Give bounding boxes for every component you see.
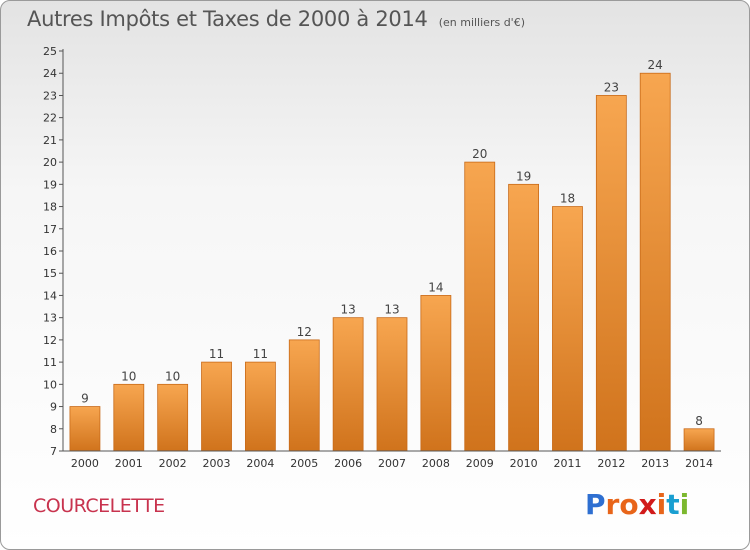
x-tick-label-2002: 2002	[159, 457, 187, 470]
bar-2010	[508, 183, 540, 452]
bar-2007	[376, 317, 408, 452]
y-tick-label-17: 17	[43, 223, 57, 236]
y-tick-label-23: 23	[43, 89, 57, 102]
y-tick-label-19: 19	[43, 178, 57, 191]
data-label-2011: 18	[560, 192, 575, 206]
y-tick-label-9: 9	[50, 401, 57, 414]
y-tick-label-22: 22	[43, 112, 57, 125]
bar-2004	[244, 361, 276, 452]
y-tick-label-24: 24	[43, 67, 57, 80]
x-tick-label-2003: 2003	[203, 457, 231, 470]
bar-2014	[683, 428, 715, 452]
bar-2008	[420, 295, 452, 452]
bar-2011	[552, 206, 583, 452]
x-tick-label-2011: 2011	[553, 457, 581, 470]
y-tick-label-21: 21	[43, 134, 57, 147]
x-tick-label-2010: 2010	[510, 457, 538, 470]
data-label-2004: 11	[253, 347, 268, 361]
y-tick-label-20: 20	[43, 156, 57, 169]
x-tick-label-2012: 2012	[597, 457, 625, 470]
bar-2012	[595, 95, 627, 452]
axes-group	[59, 49, 721, 452]
x-tick-label-2000: 2000	[71, 457, 99, 470]
y-tick-label-18: 18	[43, 201, 57, 214]
y-tick-label-11: 11	[43, 356, 57, 369]
logo-letter: P	[585, 488, 606, 521]
x-tick-label-2013: 2013	[641, 457, 669, 470]
x-tick-label-2005: 2005	[290, 457, 318, 470]
x-tick-label-2007: 2007	[378, 457, 406, 470]
data-label-2012: 23	[604, 80, 619, 94]
logo-letter: t	[666, 488, 680, 521]
logo-letter: r	[605, 488, 620, 521]
bar-2006	[332, 317, 364, 452]
x-tick-label-2006: 2006	[334, 457, 362, 470]
bar-2009	[464, 161, 496, 452]
bar-2013	[639, 72, 671, 452]
chart-title: Autres Impôts et Taxes de 2000 à 2014	[27, 7, 428, 31]
y-tick-label-16: 16	[43, 245, 57, 258]
y-tick-label-25: 25	[43, 45, 57, 58]
bar-2003	[201, 361, 232, 452]
y-tick-label-10: 10	[43, 378, 57, 391]
data-label-2000: 9	[81, 392, 89, 406]
y-tick-label-14: 14	[43, 289, 57, 302]
y-tick-label-7: 7	[50, 445, 57, 458]
x-tick-label-2009: 2009	[466, 457, 494, 470]
data-label-2006: 13	[340, 303, 355, 317]
commune-name: COURCELETTE	[33, 495, 165, 517]
bar-2005	[288, 339, 320, 452]
chart-title-row: Autres Impôts et Taxes de 2000 à 2014 (e…	[27, 7, 525, 31]
data-label-2007: 13	[384, 303, 399, 317]
y-tick-label-13: 13	[43, 312, 57, 325]
y-tick-label-15: 15	[43, 267, 57, 280]
y-tick-label-8: 8	[50, 423, 57, 436]
data-label-2003: 11	[209, 347, 224, 361]
x-tick-label-2001: 2001	[115, 457, 143, 470]
logo-letter: o	[619, 488, 639, 521]
logo-letter: i	[656, 488, 667, 521]
bar-2002	[157, 383, 189, 452]
data-label-2014: 8	[695, 414, 703, 428]
data-label-2002: 10	[165, 369, 180, 383]
chart-unit-note: (en milliers d'€)	[438, 16, 525, 29]
proxiti-logo: Proxiti	[585, 488, 689, 521]
logo-letter: i	[679, 488, 690, 521]
data-label-2013: 24	[648, 58, 663, 72]
x-tick-label-2014: 2014	[685, 457, 713, 470]
data-label-2008: 14	[428, 280, 443, 294]
logo-letter: x	[638, 488, 657, 521]
x-tick-label-2008: 2008	[422, 457, 450, 470]
data-label-2001: 10	[121, 369, 136, 383]
x-tick-label-2004: 2004	[246, 457, 274, 470]
bars-group	[69, 72, 715, 452]
y-tick-label-12: 12	[43, 334, 57, 347]
data-label-2005: 12	[297, 325, 312, 339]
labels-group: 9 2000 10 2001 10 2002 11 2003 11 2004 12 2005 13 200…	[43, 45, 713, 470]
data-label-2009: 20	[472, 147, 487, 161]
data-label-2010: 19	[516, 169, 531, 183]
bar-2001	[113, 383, 145, 452]
bar-2000	[69, 406, 101, 452]
